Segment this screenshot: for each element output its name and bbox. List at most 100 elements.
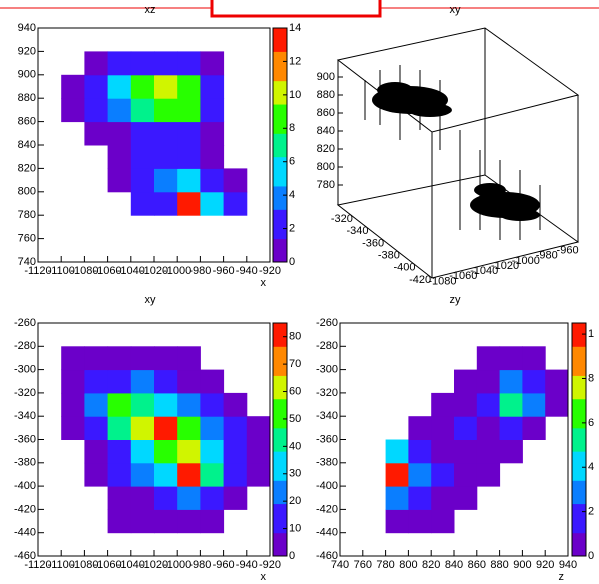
colorbar-segment bbox=[273, 334, 287, 341]
colorbar-tick-label: 1 bbox=[588, 328, 594, 340]
y-tick-label: -400 bbox=[14, 480, 36, 492]
colorbar-tick-label: 30 bbox=[289, 468, 301, 480]
heatmap-cell bbox=[200, 145, 225, 169]
colorbar-segment bbox=[273, 203, 287, 210]
z-tick-label: 880 bbox=[317, 89, 335, 101]
x-tick-label: 740 bbox=[331, 559, 349, 571]
colorbar-segment bbox=[273, 162, 287, 169]
heatmap-cell bbox=[107, 51, 132, 76]
heatmap-cell bbox=[223, 168, 248, 193]
colorbar-segment bbox=[273, 456, 287, 464]
x-tick-label: 840 bbox=[445, 559, 463, 571]
colorbar-segment bbox=[273, 346, 287, 353]
heatmap-cell bbox=[61, 98, 85, 123]
colorbar-segment bbox=[273, 538, 287, 545]
heatmap-cell bbox=[200, 74, 225, 99]
heatmap-cell bbox=[200, 392, 225, 417]
heatmap-cell bbox=[499, 439, 523, 464]
colorbar-segment bbox=[572, 323, 586, 330]
x-tick-label: -920 bbox=[259, 265, 281, 277]
z-tick-label: 840 bbox=[317, 125, 335, 137]
heatmap-cell bbox=[107, 486, 132, 510]
y-tick-label: -460 bbox=[316, 550, 338, 562]
heatmap-cell bbox=[200, 51, 225, 76]
colorbar-segment bbox=[273, 474, 287, 481]
heatmap-cell bbox=[177, 51, 201, 76]
colorbar-segment bbox=[273, 63, 287, 70]
heatmap-cell bbox=[200, 191, 225, 216]
heatmap-cell bbox=[200, 98, 225, 123]
heatmap-cell bbox=[200, 462, 225, 487]
colorbar-segment bbox=[273, 369, 287, 376]
colorbar-segment bbox=[572, 404, 586, 411]
heatmap-cell bbox=[177, 369, 201, 394]
y-tick-label: -380 bbox=[316, 457, 338, 469]
heatmap-cell bbox=[61, 369, 85, 394]
y-tick-label: -280 bbox=[316, 340, 338, 352]
colorbar-segment bbox=[273, 28, 287, 35]
y-tick-label: -300 bbox=[316, 364, 338, 376]
y-tick-label: 900 bbox=[18, 69, 36, 81]
colorbar-tick-label: 2 bbox=[588, 506, 594, 518]
heatmap-cell bbox=[408, 416, 432, 440]
heatmap-cell bbox=[454, 416, 478, 440]
heatmap-cell bbox=[177, 486, 201, 510]
colorbar-segment bbox=[572, 544, 586, 551]
colorbar-segment bbox=[273, 45, 287, 52]
heatmap-cell bbox=[499, 346, 523, 371]
colorbar-segment bbox=[572, 375, 586, 382]
colorbar-segment bbox=[273, 451, 287, 458]
heatmap-cell bbox=[154, 416, 178, 440]
heatmap-cell bbox=[130, 346, 155, 371]
colorbar-tick-label: 70 bbox=[289, 358, 301, 370]
heatmap-cell bbox=[385, 439, 409, 464]
y-tick-label: -360 bbox=[362, 237, 384, 249]
colorbar-tick-label: 0 bbox=[289, 550, 295, 562]
colorbar-tick-label: 0 bbox=[289, 256, 295, 268]
colorbar-segment bbox=[273, 532, 287, 540]
heatmap-cell bbox=[154, 486, 178, 510]
colorbar-tick-label: 12 bbox=[289, 55, 301, 67]
heatmap-cell bbox=[408, 486, 432, 510]
x-tick-label: 900 bbox=[513, 559, 531, 571]
heatmap-cell bbox=[223, 462, 248, 487]
x-tick-label: 880 bbox=[490, 559, 508, 571]
colorbar-segment bbox=[572, 445, 586, 452]
heatmap-cell bbox=[408, 439, 432, 464]
heatmap-cell bbox=[200, 369, 225, 394]
y-tick-label: -320 bbox=[14, 387, 36, 399]
heatmap-cell bbox=[431, 462, 455, 487]
colorbar-segment bbox=[273, 526, 287, 534]
heatmap-cell bbox=[177, 121, 201, 146]
colorbar-segment bbox=[273, 486, 287, 493]
y-tick-label: 740 bbox=[18, 256, 36, 268]
heatmap-cell bbox=[130, 439, 155, 464]
heatmap-cell bbox=[385, 509, 409, 534]
heatmap-cell bbox=[130, 369, 155, 394]
heatmap-cell bbox=[154, 439, 178, 464]
y-tick-label: -440 bbox=[14, 527, 36, 539]
y-tick-label: 780 bbox=[18, 209, 36, 221]
heatmap-cell bbox=[177, 509, 201, 534]
colorbar-segment bbox=[273, 387, 287, 394]
y-tick-label: -440 bbox=[316, 527, 338, 539]
heatmap-cell bbox=[476, 416, 501, 440]
panel-title: xy bbox=[450, 4, 462, 16]
colorbar-segment bbox=[273, 503, 287, 510]
panel-title: xy bbox=[145, 294, 157, 306]
heatmap-cell bbox=[431, 416, 455, 440]
colorbar-segment bbox=[572, 468, 586, 475]
x-tick-label: 920 bbox=[536, 559, 554, 571]
colorbar-segment bbox=[572, 521, 586, 528]
heatmap-cell bbox=[522, 392, 546, 417]
colorbar-segment bbox=[273, 185, 287, 193]
y-tick-label: -260 bbox=[14, 317, 36, 329]
colorbar-tick-label: 6 bbox=[289, 156, 295, 168]
x-tick-label: -940 bbox=[236, 265, 258, 277]
x-tick-label: -1080 bbox=[70, 559, 98, 571]
heatmap-cell bbox=[499, 416, 523, 440]
x-tick-label: 940 bbox=[559, 559, 577, 571]
colorbar-segment bbox=[273, 340, 287, 347]
heatmap-cell bbox=[499, 369, 523, 394]
heatmap-cell bbox=[246, 416, 271, 440]
